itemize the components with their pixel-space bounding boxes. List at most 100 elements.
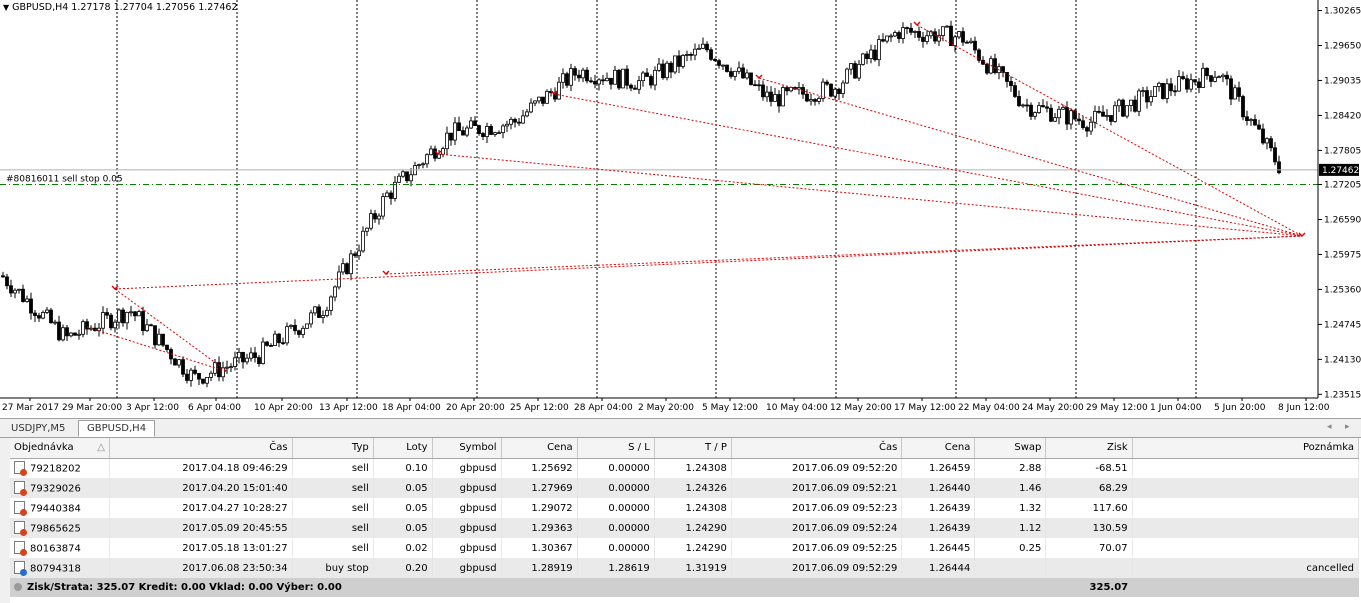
- open-time-cell: 2017.05.09 20:45:55: [109, 518, 293, 538]
- close-price-cell: 1.26444: [901, 558, 976, 578]
- col-header-symbol[interactable]: Symbol: [432, 438, 502, 459]
- col-header-profit[interactable]: Zisk: [1045, 438, 1133, 459]
- candle-bull: [597, 79, 601, 85]
- candle-bear: [217, 362, 221, 378]
- candle-bull: [409, 174, 413, 182]
- col-header-type[interactable]: Typ: [292, 438, 374, 459]
- candle-bull: [249, 352, 253, 359]
- col-header-sl[interactable]: S / L: [577, 438, 655, 459]
- tab-scroll-right-icon[interactable]: ▸: [1345, 422, 1350, 432]
- candle-bear: [1097, 110, 1101, 113]
- candle-bear: [257, 357, 261, 364]
- candle-bull: [613, 69, 617, 85]
- candle-bull: [637, 80, 641, 90]
- ticket-cell: 79865625: [10, 518, 110, 538]
- col-header-tp[interactable]: T / P: [654, 438, 732, 459]
- tab-gbpusd-h4[interactable]: GBPUSD,H4: [78, 420, 156, 437]
- table-row[interactable]: 79218202 2017.04.18 09:46:29 sell 0.10 gbpus…: [10, 458, 1360, 478]
- tp-cell: 1.24290: [654, 538, 732, 558]
- price-axis-label: 1.27205: [1324, 181, 1361, 191]
- candle-bull: [145, 324, 149, 332]
- candle-bull: [1217, 76, 1221, 79]
- candle-bear: [1173, 90, 1177, 93]
- price-chart[interactable]: #80816011 sell stop 0.05 1.30265 1.29650 1…: [0, 0, 1361, 418]
- current-price-label: 1.27462: [1322, 166, 1359, 176]
- col-header-comment[interactable]: Poznámka: [1132, 438, 1360, 459]
- closed-order-icon: [14, 460, 27, 476]
- candle-bear: [777, 94, 781, 107]
- ticket-cell: 80163874: [10, 538, 110, 558]
- candle-bear: [201, 378, 205, 384]
- candle-bull: [205, 376, 209, 384]
- table-row[interactable]: 80163874 2017.05.18 13:01:27 sell 0.02 gbpus…: [10, 538, 1360, 558]
- candle-bull: [913, 31, 917, 33]
- candle-bear: [1049, 107, 1053, 122]
- candle-bull: [789, 87, 793, 92]
- candle-bull: [229, 366, 233, 369]
- candle-bear: [473, 120, 477, 126]
- candle-bear: [585, 69, 589, 82]
- candle-bear: [149, 324, 153, 327]
- candle-bull: [361, 230, 365, 252]
- price-axis-label: 1.25975: [1324, 250, 1361, 260]
- candle-bull: [1221, 74, 1225, 78]
- candle-bull: [773, 94, 777, 102]
- candle-bear: [297, 330, 301, 335]
- type-cell: sell: [292, 498, 374, 518]
- symbol-cell: gbpusd: [432, 558, 502, 578]
- candle-bear: [961, 31, 965, 43]
- candle-bear: [1, 275, 5, 278]
- candle-bear: [1085, 127, 1089, 132]
- sl-cell: 0.00000: [577, 518, 655, 538]
- col-header-order[interactable]: Objednávka △: [10, 438, 110, 459]
- col-header-lots[interactable]: Loty: [373, 438, 433, 459]
- close-time-cell: 2017.06.09 09:52:29: [731, 558, 903, 578]
- trade-entry-arrow-icon: [913, 21, 921, 26]
- candle-bear: [625, 68, 629, 86]
- candle-bull: [341, 263, 345, 273]
- time-axis-label: 3 Apr 12:00: [126, 403, 179, 413]
- candle-bull: [953, 36, 957, 47]
- candle-bear: [677, 55, 681, 67]
- col-header-swap[interactable]: Swap: [974, 438, 1047, 459]
- candle-bull: [701, 43, 705, 49]
- col-header-close-time[interactable]: Čas: [731, 438, 903, 459]
- tab-usdjpy-m5[interactable]: USDJPY,M5: [11, 423, 66, 434]
- candle-bear: [805, 93, 809, 102]
- candle-bear: [345, 263, 349, 275]
- candle-bear: [29, 298, 33, 314]
- type-cell: sell: [292, 538, 374, 558]
- tab-scroll-left-icon[interactable]: ◂: [1327, 422, 1332, 432]
- candle-bull: [453, 122, 457, 141]
- col-header-open-time[interactable]: Čas: [109, 438, 293, 459]
- candle-bull: [681, 55, 685, 67]
- sort-arrow-icon: △: [97, 442, 105, 454]
- profit-cell: -68.51: [1045, 458, 1133, 478]
- price-axis-label: 1.23515: [1324, 390, 1361, 400]
- lots-cell: 0.05: [373, 498, 433, 518]
- candle-bull: [969, 40, 973, 43]
- chart-canvas[interactable]: #80816011 sell stop 0.05 1.30265 1.29650 1…: [0, 0, 1361, 418]
- swap-cell: 1.46: [974, 478, 1047, 498]
- col-header-close-price[interactable]: Cena: [901, 438, 976, 459]
- table-row[interactable]: 80794318 2017.06.08 23:50:34 buy stop 0.20 g…: [10, 558, 1360, 578]
- close-price-cell: 1.26445: [901, 538, 976, 558]
- candle-bull: [721, 64, 725, 67]
- candle-bull: [869, 49, 873, 60]
- candle-bear: [161, 333, 165, 346]
- candle-bull: [1157, 82, 1161, 87]
- candle-bear: [1197, 81, 1201, 88]
- candle-bear: [993, 58, 997, 74]
- candle-bull: [377, 215, 381, 220]
- table-row[interactable]: 79440384 2017.04.27 10:28:27 sell 0.05 gbpus…: [10, 498, 1360, 518]
- price-axis-label: 1.29650: [1324, 41, 1361, 51]
- table-row[interactable]: 79865625 2017.05.09 20:45:55 sell 0.05 gbpus…: [10, 518, 1360, 538]
- candle-bull: [1129, 99, 1133, 107]
- triangle-down-icon[interactable]: ▼: [3, 3, 10, 12]
- col-header-open-price[interactable]: Cena: [501, 438, 578, 459]
- swap-cell: 1.32: [974, 498, 1047, 518]
- table-row[interactable]: 79329026 2017.04.20 15:01:40 sell 0.05 gbpus…: [10, 478, 1360, 498]
- symbol-cell: gbpusd: [432, 458, 502, 478]
- candle-bear: [617, 69, 621, 89]
- candle-bull: [329, 296, 333, 311]
